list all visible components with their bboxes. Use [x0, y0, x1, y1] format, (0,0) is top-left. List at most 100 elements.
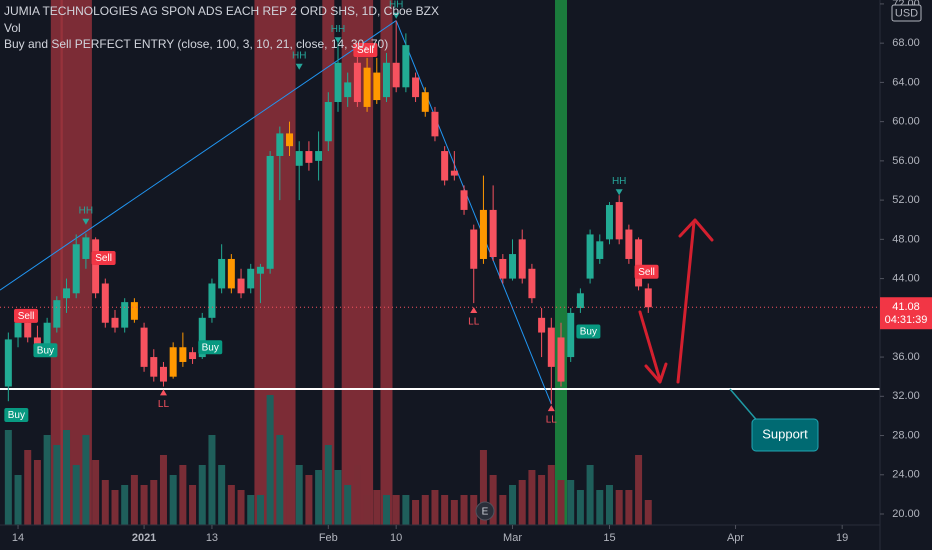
candle-body: [518, 239, 526, 279]
candle-body: [538, 317, 546, 333]
x-tick-label: Mar: [503, 532, 522, 544]
y-tick-label: 52.00: [892, 194, 920, 206]
x-tick-label: 2021: [132, 532, 156, 544]
volume-bar: [227, 485, 235, 525]
signal-band: [380, 0, 393, 525]
candle-body: [353, 62, 361, 103]
signal-box: [91, 250, 116, 265]
signal-band: [254, 0, 296, 525]
x-tick-label: Feb: [319, 532, 338, 544]
volume-bar: [189, 485, 197, 525]
candle-body: [557, 337, 565, 382]
volume-bar: [286, 475, 294, 525]
volume-bar: [615, 490, 623, 525]
volume-bar: [24, 450, 32, 525]
volume-bar: [101, 480, 109, 525]
candle-body: [625, 229, 633, 259]
drawn-arrows: [638, 218, 714, 384]
chart-title: JUMIA TECHNOLOGIES AG SPON ADS EACH REP …: [4, 4, 439, 18]
y-tick-label: 28.00: [892, 429, 920, 441]
support-label: Support: [762, 426, 808, 441]
marker-triangle: [547, 405, 555, 412]
y-tick-label: 24.00: [892, 469, 920, 481]
candle-body: [227, 258, 235, 289]
volume-bar: [528, 470, 536, 525]
candle-body: [33, 337, 41, 346]
event-label: E: [482, 507, 489, 518]
volume-bar: [218, 465, 226, 525]
marker-triangle: [295, 63, 303, 70]
candle-body: [295, 151, 303, 166]
signal-box: [634, 264, 659, 279]
candle-body: [334, 62, 342, 103]
candle-body: [470, 229, 478, 269]
marker-label: HH: [331, 24, 345, 35]
volume-bar: [460, 495, 468, 525]
volume-bar: [266, 395, 274, 525]
candle-body: [92, 239, 100, 294]
x-tick-label: 15: [603, 532, 615, 544]
y-tick-label: 32.00: [892, 390, 920, 402]
candle-body: [431, 111, 439, 137]
volume-bar: [247, 495, 255, 525]
candle-body: [256, 266, 264, 274]
y-tick-label: 44.00: [892, 272, 920, 284]
volume-bar: [489, 475, 497, 525]
candle-body: [412, 77, 420, 98]
signal-band: [555, 0, 568, 525]
candle-body: [450, 170, 458, 176]
volume-bar: [392, 495, 400, 525]
candle-body: [567, 312, 575, 358]
volume-bar: [237, 490, 245, 525]
volume-bar: [169, 475, 177, 525]
y-tick-label: 56.00: [892, 155, 920, 167]
event-badge[interactable]: [475, 501, 495, 521]
volume-bar: [353, 465, 361, 525]
volume-bar: [509, 485, 517, 525]
candle-body: [344, 82, 352, 98]
candle-body: [82, 237, 90, 259]
marker-label: HH: [79, 205, 93, 216]
volume-bar: [63, 430, 71, 525]
volume-bar: [140, 485, 148, 525]
x-tick-label: 13: [206, 532, 218, 544]
y-tick-label: 20.00: [892, 508, 920, 520]
candle-body: [421, 92, 429, 112]
marker-label: HH: [292, 50, 306, 61]
volume-bar: [557, 480, 565, 525]
volume-bar: [53, 445, 61, 525]
signal-label: Buy: [8, 410, 25, 421]
volume-bar: [538, 475, 546, 525]
y-tick-label: 36.00: [892, 351, 920, 363]
volume-bar: [625, 490, 633, 525]
signal-label: Buy: [202, 342, 219, 353]
volume-bar: [576, 490, 584, 525]
candle-body: [276, 133, 284, 156]
volume-bar: [82, 435, 90, 525]
axes: 20.00 24.00 28.00 32.00 36.00 44.00 48.00 52.00…: [12, 0, 932, 544]
currency-box[interactable]: [891, 4, 922, 22]
candle-body: [14, 322, 22, 338]
candle-body: [189, 352, 197, 360]
volume-bar: [373, 490, 381, 525]
candle-body: [179, 347, 187, 362]
volume-bar: [412, 500, 420, 525]
signal-label: Sell: [18, 311, 35, 322]
y-tick-label: 64.00: [892, 76, 920, 88]
volume-bar: [479, 450, 487, 525]
arrow-head: [678, 218, 714, 242]
volume-bar: [208, 435, 216, 525]
signal-label: Sell: [638, 267, 655, 278]
volume-legend: Vol: [4, 21, 21, 35]
arrow-head: [644, 362, 668, 384]
volume-bar: [402, 495, 410, 525]
candle-body: [605, 205, 613, 240]
marker-label: LL: [546, 415, 558, 426]
candle-body: [489, 209, 497, 258]
volume-bar: [276, 435, 284, 525]
volume-bar: [450, 500, 458, 525]
volume-bar: [470, 495, 478, 525]
